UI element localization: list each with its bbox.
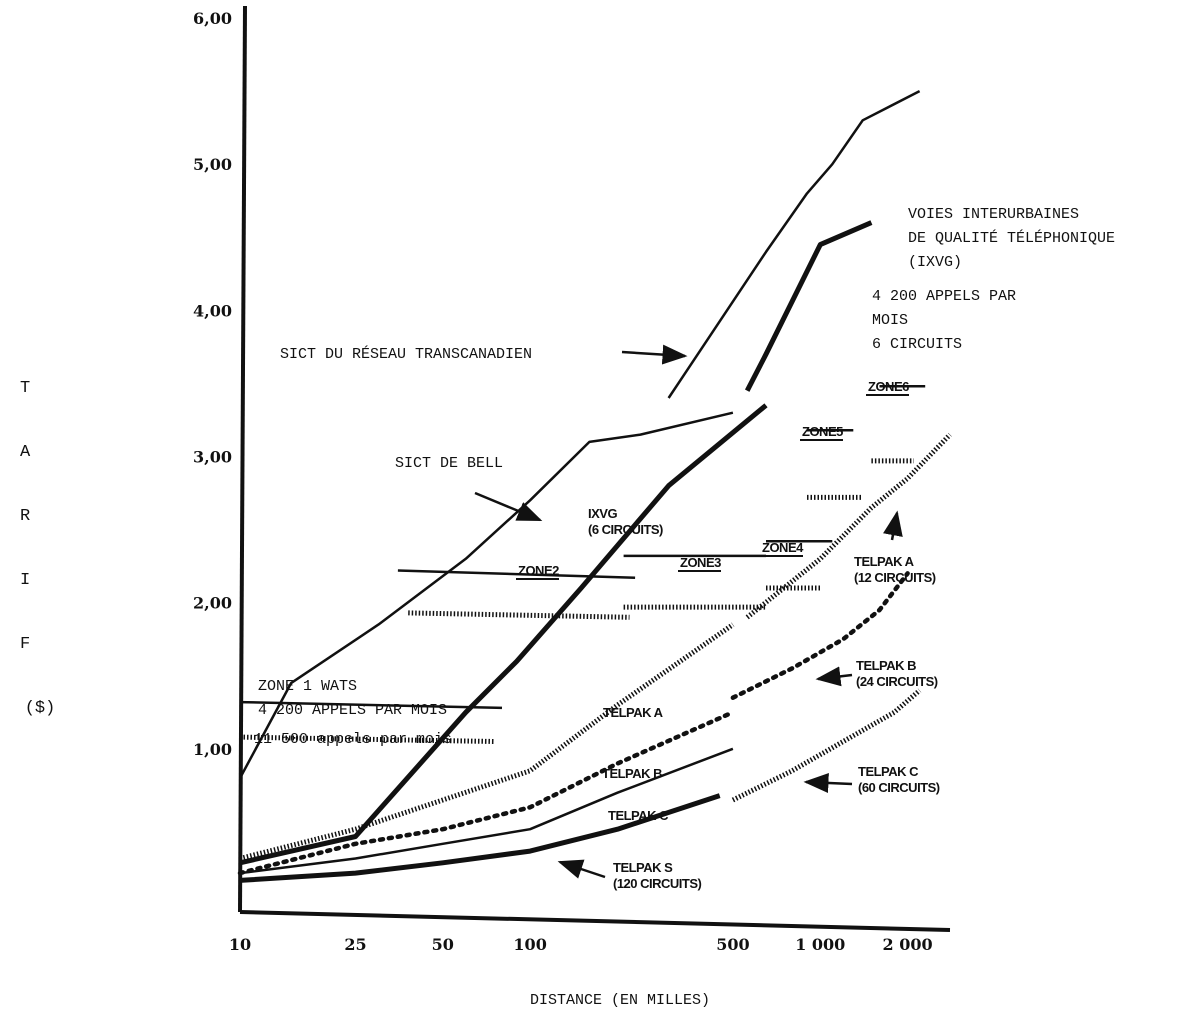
annotation-ann-zone2: ZONE2	[516, 563, 560, 580]
x-tick-label: 2 000	[883, 935, 933, 954]
x-tick-label: 1 000	[795, 935, 845, 954]
series-telpak-b-right	[730, 571, 910, 700]
y-axis-label-char: A	[20, 443, 31, 462]
annotation-text: TELPAK S	[613, 860, 673, 875]
x-tick-label: 100	[513, 935, 546, 954]
annotation-text: 11 500 appels par mois	[254, 731, 452, 748]
series-wats-11500	[239, 734, 494, 744]
x-axis-label: DISTANCE (EN MILLES)	[530, 992, 710, 1009]
annotation-ann-wats: ZONE 1 WATS 4 200 APPELS PAR MOIS	[258, 678, 447, 719]
x-axis	[239, 910, 951, 932]
y-tick-label: 6,00	[193, 9, 232, 28]
series-sict-bell	[238, 411, 734, 779]
series-zone2-solid	[397, 569, 636, 580]
annotation-text: ZONE2	[518, 563, 559, 578]
annotation-text: TELPAK C	[858, 764, 919, 779]
annotation-ann-zone5: ZONE5	[800, 424, 844, 441]
annotation-layer: SICT DU RÉSEAU TRANSCANADIEN VOIES INTERU…	[254, 206, 1115, 891]
axes	[238, 5, 951, 932]
annotation-text: (12 CIRCUITS)	[854, 570, 936, 585]
x-tick-label: 50	[432, 935, 454, 954]
annotation-text: (60 CIRCUITS)	[858, 780, 940, 795]
annotation-ann-wats-11500: 11 500 appels par mois	[254, 731, 452, 748]
annotation-ann-telpak-b: TELPAK B	[602, 766, 663, 781]
y-tick-label: 2,00	[193, 594, 232, 613]
y-axis-label: T A R I F ($)	[20, 379, 55, 718]
annotation-text: DE QUALITÉ TÉLÉPHONIQUE	[908, 229, 1115, 247]
y-axis-label-char: I	[20, 571, 30, 590]
annotation-arrow	[803, 772, 853, 793]
annotation-text: (6 CIRCUITS)	[588, 522, 663, 537]
annotation-ann-bell: SICT DE BELL	[395, 455, 543, 522]
annotation-text: 6 CIRCUITS	[872, 336, 962, 353]
y-axis-label-char: T	[20, 379, 30, 398]
y-tick-label: 4,00	[193, 301, 232, 320]
annotation-arrow	[621, 344, 688, 365]
annotation-text: (120 CIRCUITS)	[613, 876, 702, 891]
y-tick-labels: 1,00 2,00 3,00 4,00 5,00 6,00	[193, 9, 232, 759]
annotation-arrow	[815, 666, 853, 687]
annotation-ann-telpak-a-12: TELPAK A(12 CIRCUITS)	[854, 510, 936, 585]
annotation-text: 4 200 APPELS PAR MOIS	[258, 702, 447, 719]
annotation-text: IXVG	[588, 506, 617, 521]
annotation-text: TELPAK B	[856, 658, 916, 673]
annotation-text: SICT DE BELL	[395, 455, 503, 472]
annotation-text: ZONE6	[868, 379, 909, 394]
series-ixvg-4200	[744, 220, 873, 392]
x-tick-label: 500	[716, 935, 749, 954]
series-zone2-hatched	[408, 610, 630, 620]
y-tick-label: 3,00	[193, 448, 232, 467]
annotation-text: TELPAK C	[608, 808, 669, 823]
annotation-text: ZONE5	[802, 424, 843, 439]
y-tick-label: 1,00	[193, 740, 232, 759]
y-axis-label-char: F	[20, 635, 30, 654]
x-tick-label: 25	[344, 935, 366, 954]
annotation-text: TELPAK A	[854, 554, 915, 569]
series-sict-transcanadien	[667, 89, 921, 399]
series-layer	[237, 89, 952, 883]
y-axis-label-char: ($)	[25, 699, 56, 718]
annotation-text: VOIES INTERURBAINES	[908, 206, 1079, 223]
series-telpak-a	[239, 622, 735, 861]
annotation-ann-zone6: ZONE6	[866, 379, 910, 396]
annotation-ann-transcanadien: SICT DU RÉSEAU TRANSCANADIEN	[280, 344, 688, 365]
annotation-text: TELPAK B	[602, 766, 662, 781]
annotation-text: (24 CIRCUITS)	[856, 674, 938, 689]
annotation-ann-telpak-b-24: TELPAK B(24 CIRCUITS)	[815, 658, 938, 689]
annotation-arrow	[557, 859, 606, 879]
annotation-text: MOIS	[872, 312, 908, 329]
annotation-arrow	[883, 510, 903, 541]
series-telpak-s	[239, 793, 721, 883]
series-telpak-c	[239, 747, 734, 875]
x-tick-label: 10	[229, 935, 251, 954]
annotation-text: ZONE4	[762, 540, 804, 555]
annotation-ann-telpak-c: TELPAK C	[608, 808, 670, 823]
annotation-ann-telpak-a: TELPAK A	[603, 705, 664, 720]
annotation-ann-voies: VOIES INTERURBAINES DE QUALITÉ TÉLÉPHONIQ…	[908, 206, 1115, 271]
x-tick-labels: 10 25 50 100 500 1 000 2 000	[229, 935, 933, 954]
y-axis	[238, 5, 247, 913]
annotation-ann-zone4: ZONE4	[760, 540, 805, 557]
y-tick-label: 5,00	[193, 155, 232, 174]
annotation-ann-telpak-s: TELPAK S(120 CIRCUITS)	[557, 859, 702, 891]
annotation-text: ZONE3	[680, 555, 721, 570]
annotation-ann-4200-ixvg: 4 200 APPELS PAR MOIS 6 CIRCUITS	[872, 288, 1016, 353]
annotation-text: 4 200 APPELS PAR	[872, 288, 1016, 305]
annotation-text: TELPAK A	[603, 705, 664, 720]
series-telpak-a-right	[745, 432, 952, 620]
series-telpak-b	[237, 710, 736, 876]
annotation-text: ZONE 1 WATS	[258, 678, 357, 695]
annotation-text: SICT DU RÉSEAU TRANSCANADIEN	[280, 345, 532, 363]
annotation-text: (IXVG)	[908, 254, 962, 271]
annotation-ann-ixvg-6: IXVG(6 CIRCUITS)	[588, 506, 664, 537]
series-ixvg-6	[239, 403, 768, 866]
y-axis-label-char: R	[20, 507, 30, 526]
annotation-ann-telpak-c-60: TELPAK C(60 CIRCUITS)	[803, 764, 940, 795]
series-wats-4200	[239, 700, 503, 710]
annotation-arrow	[474, 491, 543, 522]
annotation-ann-zone3: ZONE3	[678, 555, 722, 572]
